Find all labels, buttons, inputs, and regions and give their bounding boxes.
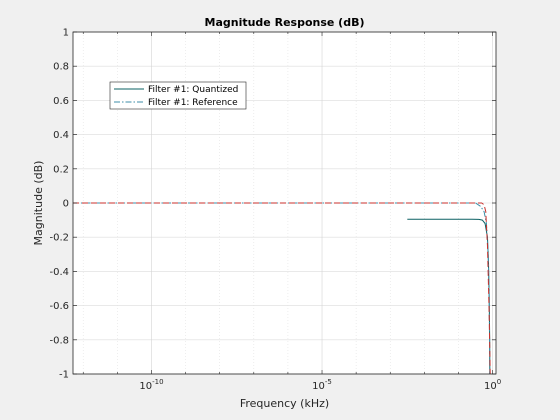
- y-tick-label: 0.6: [53, 96, 69, 107]
- chart-title: Magnitude Response (dB): [205, 16, 365, 29]
- y-tick-label: 1: [63, 28, 69, 39]
- y-tick-label: -1: [59, 370, 69, 381]
- y-tick-label: 0: [63, 199, 69, 210]
- y-tick-label: -0.8: [49, 335, 69, 346]
- x-tick-label: 10-5: [312, 378, 332, 392]
- legend-box: [109, 81, 247, 110]
- y-axis-label: Magnitude (dB): [32, 161, 45, 246]
- legend-label-quantized: Filter #1: Quantized: [148, 85, 238, 95]
- series-line-3: [73, 202, 491, 374]
- y-tick-label: -0.2: [49, 233, 69, 244]
- series-lines: [73, 202, 491, 374]
- y-tick-label: -0.6: [49, 301, 69, 312]
- y-tick-label: -0.4: [49, 267, 69, 278]
- y-tick-label: 0.2: [53, 164, 69, 175]
- legend: Filter #1: Quantized Filter #1: Referenc…: [109, 81, 247, 110]
- y-tick-label: 0.4: [53, 130, 69, 141]
- x-axis-label: Frequency (kHz): [240, 397, 329, 410]
- x-tick-label: 10-10: [139, 378, 163, 392]
- axis-ticks: -1 -0.8 -0.6 -0.4 -0.2 0 0.2 0.4 0.6 0.8 1 10-10 10-…: [49, 28, 501, 393]
- legend-label-reference: Filter #1: Reference: [148, 98, 238, 108]
- y-tick-label: 0.8: [53, 62, 69, 73]
- x-tick-label: 100: [484, 378, 501, 392]
